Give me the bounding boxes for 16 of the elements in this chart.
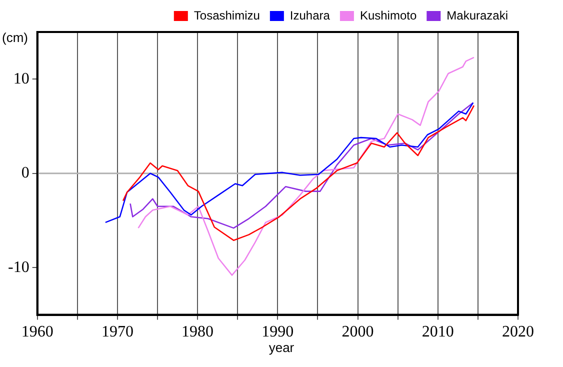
y-tick-label: 0 <box>21 164 30 182</box>
legend-label: Makurazaki <box>446 8 508 22</box>
x-tick-label: 1970 <box>101 324 134 341</box>
y-axis-title: (cm) <box>2 30 28 45</box>
x-tick-label: 1960 <box>21 324 54 341</box>
legend-label: Izuhara <box>290 8 330 22</box>
x-tick-label: 2000 <box>342 324 374 341</box>
y-tick-label: 10 <box>13 70 30 88</box>
y-tick-label: -10 <box>8 258 30 276</box>
x-tick-label: 2020 <box>502 324 534 341</box>
legend-label: Tosashimizu <box>194 8 260 22</box>
x-tick-label: 1980 <box>182 324 214 341</box>
legend-label: Kushimoto <box>360 8 417 22</box>
x-tick-label: 1990 <box>262 324 294 341</box>
x-tick-label: 2010 <box>422 324 454 341</box>
x-axis-title: year <box>268 340 296 355</box>
